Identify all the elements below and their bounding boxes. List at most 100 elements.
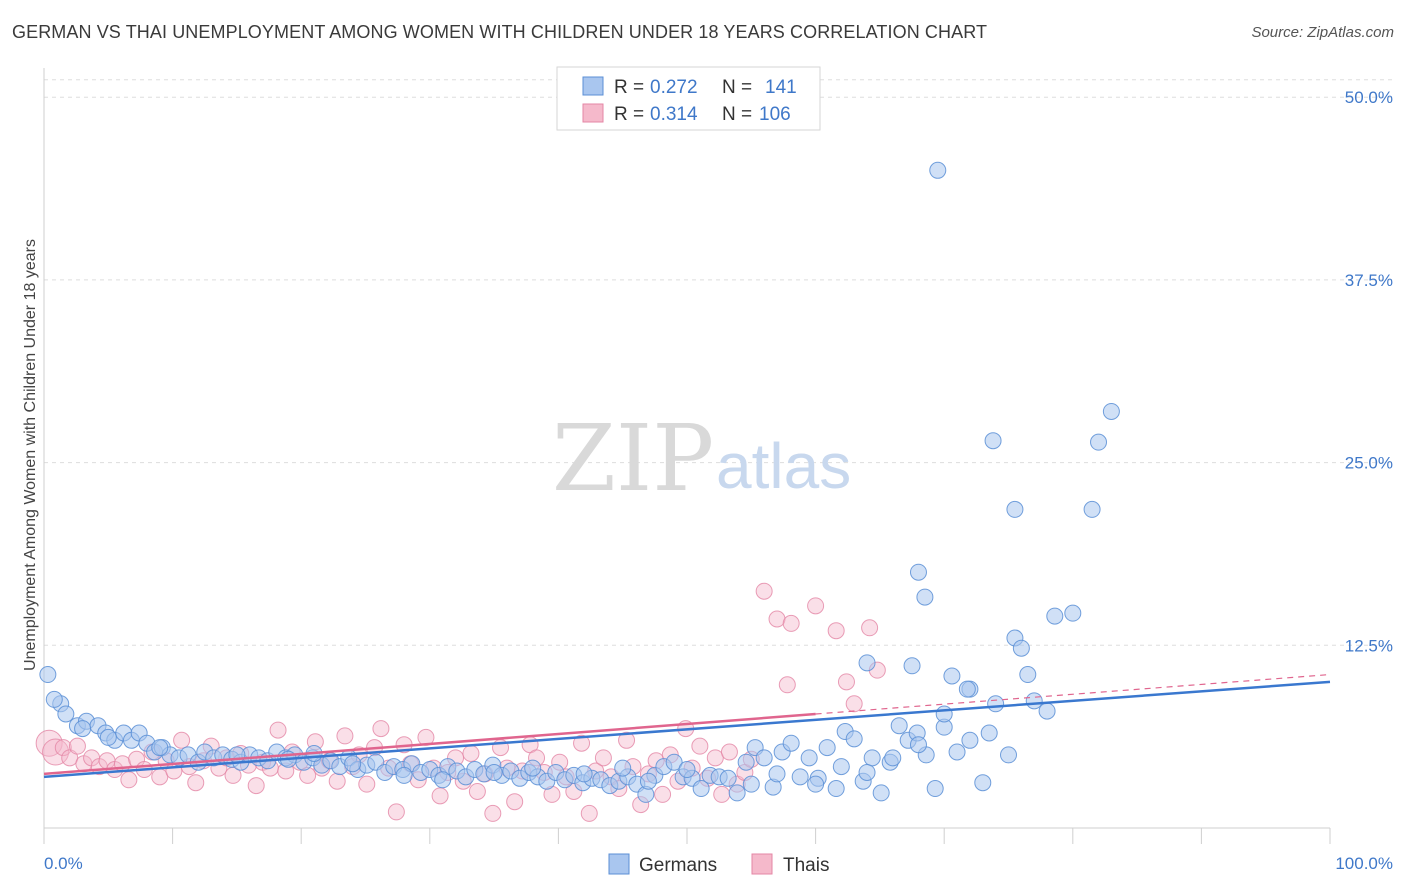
thais-point-96 (768, 610, 786, 628)
germans-point-87 (818, 739, 836, 757)
germans-point-0 (39, 666, 57, 684)
legend-bottom-germans-swatch (608, 853, 630, 875)
thais-point-88 (691, 737, 709, 755)
germans-point-85 (800, 749, 818, 767)
thais-point-60 (484, 804, 502, 822)
germans-point-78 (737, 753, 755, 771)
germans-point-116 (485, 763, 503, 781)
germans-point-99 (926, 780, 944, 798)
legend-bottom-germans-label: Germans (639, 855, 717, 876)
germans-point-73 (692, 780, 710, 798)
thais-point-83 (654, 785, 672, 803)
legend-thais-r-label: R = (614, 104, 644, 125)
germans-trend-line (43, 680, 1331, 779)
thais-point-2 (54, 739, 72, 757)
thais-point-63 (506, 793, 524, 811)
germans-point-128 (909, 736, 927, 754)
thais-point-73 (580, 804, 598, 822)
legend-thais-n-label: N = (722, 104, 752, 125)
germans-point-77 (728, 784, 746, 802)
legend-germans-swatch (582, 76, 604, 96)
germans-point-104 (987, 695, 1005, 713)
germans-point-107 (74, 720, 92, 738)
germans-point-106 (45, 690, 63, 708)
germans-point-127 (884, 749, 902, 767)
thais-point-90 (706, 749, 724, 767)
germans-point-140 (1090, 433, 1108, 451)
germans-point-70 (665, 753, 683, 771)
germans-point-92 (863, 749, 881, 767)
germans-point-102 (961, 731, 979, 749)
thais-point-40 (336, 727, 354, 745)
germans-point-141 (1102, 402, 1120, 420)
germans-point-95 (890, 717, 908, 735)
legend-bottom: Germans Thais (608, 853, 829, 876)
germans-point-150 (903, 657, 921, 675)
axes (43, 68, 1331, 844)
germans-point-132 (909, 563, 927, 581)
legend-bottom-thais-swatch (751, 853, 773, 875)
thais-point-53 (431, 787, 449, 805)
germans-point-146 (1012, 639, 1030, 657)
thais-trend-extension (815, 673, 1331, 715)
thais-point-31 (269, 721, 287, 739)
y-tick-labels: 12.5% 25.0% 37.5% 50.0% (1345, 88, 1393, 655)
germans-point-76 (719, 769, 737, 787)
germans-point-84 (791, 768, 809, 786)
thais-point-47 (387, 803, 405, 821)
germans-point-142 (929, 161, 947, 179)
germans-point-103 (974, 774, 992, 792)
thais-point-75 (594, 749, 612, 767)
germans-point-148 (916, 588, 934, 606)
thais-point-15 (151, 768, 169, 786)
thais-point-105 (755, 582, 773, 600)
germans-point-88 (827, 780, 845, 798)
germans-point-133 (858, 654, 876, 672)
germans-point-83 (782, 734, 800, 752)
germans-point-139 (1083, 500, 1101, 518)
legend-germans-r-label: R = (614, 77, 644, 98)
trend-lines (43, 673, 1331, 779)
germans-point-114 (395, 766, 413, 784)
germans-point-125 (832, 758, 850, 776)
thais-point-28 (247, 777, 265, 795)
germans-point-124 (807, 775, 825, 793)
grid-lines (44, 79, 1392, 646)
watermark: ZIP atlas (552, 405, 851, 512)
germans-point-143 (984, 432, 1002, 450)
germans-point-126 (858, 763, 876, 781)
thais-point-39 (328, 772, 346, 790)
germans-point-117 (524, 759, 542, 777)
watermark-zip: ZIP (552, 405, 714, 512)
germans-point-129 (935, 705, 953, 723)
thais-point-91 (713, 785, 731, 803)
germans-point-120 (639, 772, 657, 790)
thais-point-102 (861, 619, 879, 637)
watermark-atlas: atlas (716, 430, 851, 502)
thais-point-97 (778, 676, 796, 694)
germans-point-121 (678, 761, 696, 779)
germans-point-105 (1000, 746, 1017, 764)
y-tick-label-2: 37.5% (1345, 271, 1393, 290)
y-tick-label-3: 50.0% (1345, 88, 1393, 107)
thais-point-18 (173, 731, 191, 749)
germans-point-149 (943, 667, 961, 685)
germans-point-137 (1038, 702, 1056, 720)
thais-point-98 (807, 597, 825, 615)
germans-point-131 (980, 724, 998, 742)
thais-point-101 (845, 695, 863, 713)
thais-point-57 (462, 744, 480, 762)
germans-point-144 (1006, 500, 1024, 518)
thais-point-20 (187, 774, 205, 792)
thais-point-58 (468, 782, 486, 800)
germans-point-118 (575, 765, 593, 783)
legend-germans-n-value: 141 (765, 77, 797, 98)
legend-bottom-thais-label: Thais (783, 855, 829, 876)
source-label: Source: ZipAtlas.com (1251, 24, 1394, 41)
germans-point-101 (948, 743, 966, 761)
germans-point-115 (434, 771, 452, 789)
germans-point-136 (1025, 692, 1043, 710)
thais-point-104 (782, 614, 800, 632)
thais-point-4 (68, 737, 86, 755)
